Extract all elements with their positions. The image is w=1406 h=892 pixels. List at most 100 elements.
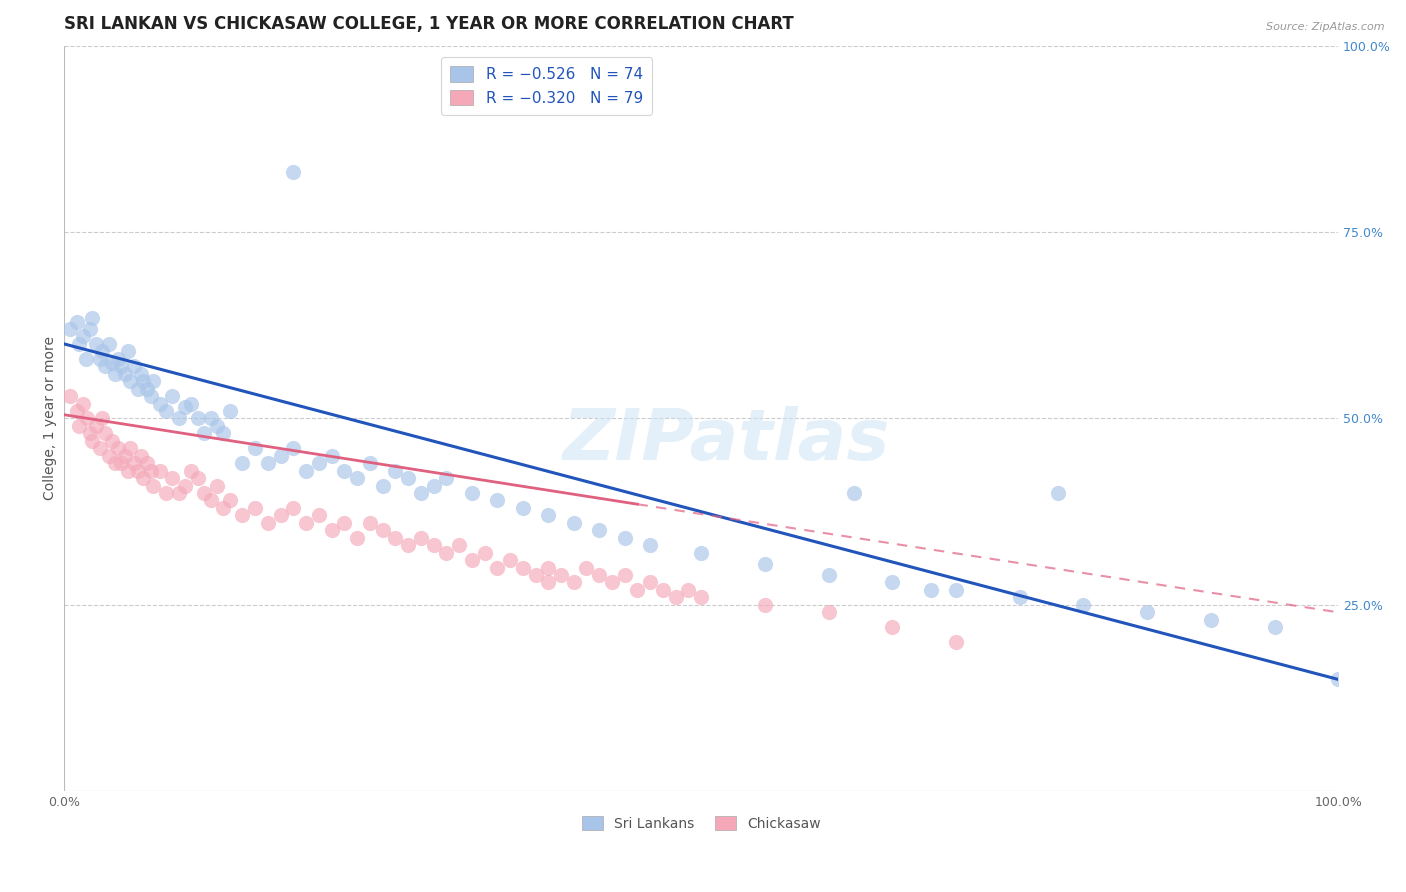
Point [690,546,713,560]
Point [135,456,157,470]
Point [84,418,107,433]
Point [107,351,129,366]
Point [882,620,904,634]
Point [132,471,155,485]
Point [588,524,610,538]
Point [449,538,471,552]
Point [945,635,967,649]
Point [114,367,136,381]
Point [149,464,172,478]
Point [139,464,162,478]
Point [212,426,235,441]
Point [690,591,713,605]
Point [162,471,184,485]
Point [371,478,394,492]
Point [122,456,145,470]
Text: SRI LANKAN VS CHICKASAW COLLEGE, 1 YEAR OR MORE CORRELATION CHART: SRI LANKAN VS CHICKASAW COLLEGE, 1 YEAR … [65,15,794,33]
Point [89,351,111,366]
Point [283,500,305,515]
Point [474,546,496,560]
Point [72,329,94,343]
Point [613,568,636,582]
Point [76,411,98,425]
Point [59,389,82,403]
Point [91,344,114,359]
Point [104,367,127,381]
Point [94,426,117,441]
Point [638,575,661,590]
Point [512,560,534,574]
Point [1264,620,1286,634]
Point [67,337,90,351]
Point [295,516,318,530]
Point [575,560,598,574]
Point [167,411,190,425]
Point [333,464,356,478]
Point [422,478,444,492]
Point [638,538,661,552]
Point [308,508,330,523]
Point [1046,486,1069,500]
Point [384,531,406,545]
Y-axis label: College, 1 year or more: College, 1 year or more [44,336,58,500]
Point [1327,673,1350,687]
Point [359,456,381,470]
Point [82,434,104,448]
Point [461,553,484,567]
Point [371,524,394,538]
Text: Source: ZipAtlas.com: Source: ZipAtlas.com [1267,22,1385,32]
Point [114,449,136,463]
Point [562,575,585,590]
Point [537,560,560,574]
Point [155,404,177,418]
Point [626,582,648,597]
Point [524,568,547,582]
Point [283,165,305,179]
Point [562,516,585,530]
Point [882,575,904,590]
Point [409,531,432,545]
Point [167,486,190,500]
Point [129,449,152,463]
Point [461,486,484,500]
Point [384,464,406,478]
Point [59,322,82,336]
Text: ZIPatlas: ZIPatlas [562,407,890,475]
Point [180,464,202,478]
Point [129,367,152,381]
Point [117,344,139,359]
Point [122,359,145,374]
Point [205,478,228,492]
Point [396,471,419,485]
Point [245,500,267,515]
Point [174,401,197,415]
Point [1199,613,1222,627]
Point [665,591,688,605]
Point [101,355,124,369]
Point [283,442,305,456]
Point [257,456,280,470]
Point [409,486,432,500]
Point [82,310,104,325]
Point [110,359,132,374]
Point [321,449,343,463]
Point [187,471,209,485]
Point [537,575,560,590]
Point [550,568,572,582]
Point [588,568,610,582]
Point [359,516,381,530]
Point [499,553,522,567]
Point [754,557,776,571]
Point [218,493,240,508]
Point [422,538,444,552]
Point [94,359,117,374]
Point [754,598,776,612]
Point [193,426,215,441]
Point [174,478,197,492]
Point [120,442,142,456]
Point [79,322,101,336]
Point [295,464,318,478]
Point [321,524,343,538]
Point [66,314,89,328]
Point [132,374,155,388]
